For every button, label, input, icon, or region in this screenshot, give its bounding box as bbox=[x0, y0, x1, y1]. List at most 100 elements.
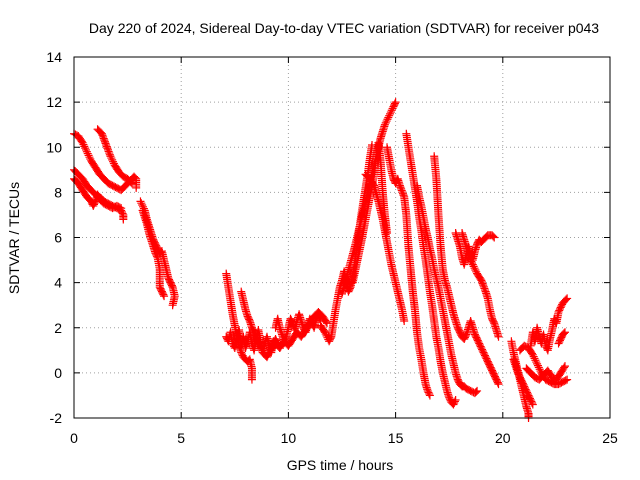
data-point bbox=[109, 157, 118, 166]
x-tick-label: 20 bbox=[495, 430, 511, 446]
data-point bbox=[494, 380, 503, 389]
series-arc-23 bbox=[509, 355, 537, 409]
series-arc-4 bbox=[93, 125, 136, 188]
series-arc-16 bbox=[383, 143, 434, 400]
x-tick-label: 15 bbox=[388, 430, 404, 446]
x-tick-label: 25 bbox=[602, 430, 618, 446]
data-point bbox=[81, 144, 90, 153]
data-point bbox=[559, 329, 568, 338]
x-tick-label: 0 bbox=[70, 430, 78, 446]
data-point bbox=[563, 294, 572, 303]
data-point bbox=[82, 147, 91, 156]
data-point bbox=[159, 290, 168, 299]
y-tick-label: -2 bbox=[50, 410, 63, 426]
data-point bbox=[167, 281, 176, 290]
data-point bbox=[534, 363, 543, 372]
data-point bbox=[535, 365, 544, 374]
data-point bbox=[137, 199, 146, 208]
data-point bbox=[84, 151, 93, 160]
data-point bbox=[117, 204, 126, 213]
data-point bbox=[532, 358, 541, 367]
series-arc-26 bbox=[526, 294, 572, 355]
data-point bbox=[493, 378, 502, 387]
data-point bbox=[529, 352, 538, 361]
data-point bbox=[83, 149, 92, 158]
data-point bbox=[160, 292, 169, 301]
data-point bbox=[489, 232, 498, 241]
series-arc-11 bbox=[267, 307, 331, 355]
y-tick-label: 4 bbox=[54, 275, 62, 291]
data-point bbox=[79, 140, 88, 149]
y-tick-label: 8 bbox=[54, 184, 62, 200]
data-point bbox=[450, 397, 459, 406]
series-arc-18 bbox=[413, 181, 482, 398]
data-point bbox=[387, 106, 396, 115]
series-arc-24 bbox=[515, 341, 572, 389]
data-point bbox=[400, 316, 409, 325]
data-point bbox=[152, 252, 161, 261]
series-arc-6 bbox=[138, 206, 169, 301]
data-point bbox=[380, 120, 389, 129]
data-point bbox=[533, 361, 542, 370]
chart-title: Day 220 of 2024, Sidereal Day-to-day VTE… bbox=[89, 20, 599, 36]
data-point bbox=[78, 138, 87, 147]
data-point bbox=[468, 260, 477, 269]
y-tick-label: 2 bbox=[54, 320, 62, 336]
y-tick-label: 14 bbox=[46, 49, 62, 65]
data-point bbox=[528, 400, 537, 409]
series-arc-3 bbox=[70, 174, 126, 213]
data-point bbox=[494, 332, 503, 341]
y-tick-label: 12 bbox=[46, 94, 62, 110]
data-point bbox=[399, 191, 408, 200]
data-point bbox=[560, 363, 569, 372]
data-point bbox=[322, 331, 331, 340]
data-point bbox=[105, 150, 114, 159]
y-tick-label: 6 bbox=[54, 230, 62, 246]
data-point bbox=[391, 98, 400, 107]
data-point bbox=[382, 117, 391, 126]
series-arc-25 bbox=[522, 362, 569, 384]
data-point bbox=[528, 398, 537, 407]
data-point bbox=[381, 118, 390, 127]
data-point bbox=[562, 295, 571, 304]
data-point bbox=[132, 183, 141, 192]
data-point bbox=[85, 153, 94, 162]
data-point bbox=[471, 265, 480, 274]
data-point bbox=[531, 356, 540, 365]
x-axis-label: GPS time / hours bbox=[287, 457, 394, 473]
data-point bbox=[108, 155, 117, 164]
data-point bbox=[386, 109, 395, 118]
data-point bbox=[82, 145, 91, 154]
data-point bbox=[563, 375, 572, 384]
series-arc-19 bbox=[430, 152, 503, 389]
data-point bbox=[321, 330, 330, 339]
data-point bbox=[530, 354, 539, 363]
data-point bbox=[115, 203, 124, 212]
x-tick-label: 5 bbox=[177, 430, 185, 446]
series-arc-27 bbox=[554, 328, 569, 348]
data-point bbox=[472, 388, 480, 397]
data-point bbox=[383, 115, 392, 124]
data-point bbox=[126, 178, 135, 187]
data-point bbox=[533, 359, 542, 368]
y-tick-label: 10 bbox=[46, 139, 62, 155]
x-tick-label: 10 bbox=[281, 430, 297, 446]
data-point bbox=[384, 113, 393, 122]
y-axis-ticks: -2 0 2 4 6 8 10 12 14 bbox=[46, 49, 610, 426]
data-point bbox=[106, 152, 115, 161]
data-point bbox=[490, 233, 499, 242]
data-point bbox=[168, 301, 177, 310]
series-arc-21 bbox=[458, 228, 503, 341]
data-point bbox=[560, 362, 569, 371]
data-point bbox=[326, 334, 335, 343]
data-point bbox=[451, 395, 460, 404]
data-point bbox=[385, 111, 394, 120]
data-point bbox=[473, 386, 482, 395]
data-point bbox=[425, 389, 434, 398]
data-point bbox=[320, 328, 329, 337]
x-axis-ticks: 0 5 10 15 20 25 bbox=[70, 57, 618, 446]
data-point bbox=[528, 350, 537, 359]
y-tick-label: 0 bbox=[54, 365, 62, 381]
